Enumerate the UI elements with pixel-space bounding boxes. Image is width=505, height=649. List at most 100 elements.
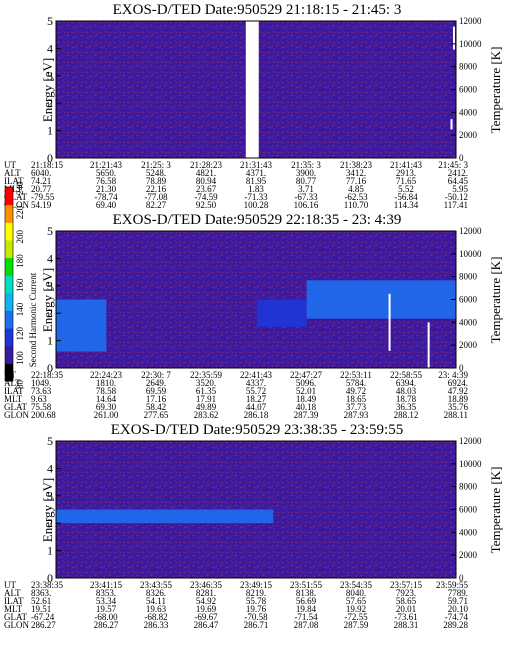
table-cell: 23:46:35 — [190, 580, 223, 590]
table-cell: 19.69 — [196, 604, 217, 614]
table-cell: 14.64 — [96, 394, 117, 404]
table-cell: 53.34 — [96, 596, 117, 606]
table-cell: 22:53:11 — [340, 370, 372, 380]
table-row-label: GLAT — [4, 612, 27, 622]
table-cell: 80.77 — [296, 176, 317, 186]
table-cell: 23:59:55 — [436, 580, 469, 590]
table-row-label: UT — [4, 160, 16, 170]
table-cell: 22:41:43 — [240, 370, 273, 380]
table-cell: 19.76 — [246, 604, 267, 614]
table-cell: 78.89 — [146, 176, 167, 186]
table-cell: 1049. — [31, 378, 51, 388]
colorbar-swatch — [5, 363, 13, 382]
y2-tick-label: 10000 — [459, 459, 482, 469]
table-cell: 4.85 — [348, 184, 364, 194]
colorbar-tick-label: 200 — [15, 230, 25, 244]
panel-2-bands — [56, 280, 456, 352]
table-cell: 22:47:27 — [290, 370, 323, 380]
table-cell: 2649. — [146, 378, 166, 388]
table-cell: 54.92 — [196, 596, 216, 606]
table-cell: 17.16 — [146, 394, 167, 404]
panel-2-title: EXOS-D/TED Date:950529 22:18:35 - 23: 4:… — [113, 212, 402, 228]
table-cell: 3520. — [196, 378, 216, 388]
y-tick-label: 0 — [47, 361, 53, 375]
colorbar-swatch — [5, 239, 13, 259]
table-cell: 19.63 — [146, 604, 167, 614]
table-cell: 6394. — [396, 378, 416, 388]
table-cell: 286.33 — [144, 620, 169, 630]
table-row-label: ALT — [4, 378, 21, 388]
panel-3-y2-label: Temperature [K] — [488, 467, 503, 554]
table-cell: 8281. — [196, 588, 216, 598]
y-tick-label: 0 — [47, 151, 53, 165]
table-cell: 71.65 — [396, 176, 417, 186]
table-cell: 18.65 — [346, 394, 367, 404]
y2-tick-label: 8000 — [459, 272, 478, 282]
table-cell: 287.39 — [294, 410, 319, 420]
table-cell: 288.11 — [444, 410, 468, 420]
table-cell: 23.67 — [196, 184, 217, 194]
table-cell: 2412. — [448, 168, 468, 178]
y-tick-label: 0 — [47, 571, 53, 585]
table-row-label: ILAT — [4, 596, 24, 606]
table-cell: 286.71 — [244, 620, 269, 630]
colorbar-tick-label: 80 — [15, 380, 25, 390]
table-cell: 6040. — [31, 168, 51, 178]
y-tick-label: 5 — [47, 224, 53, 238]
y2-tick-label: 10000 — [459, 249, 482, 259]
table-cell: 54.19 — [31, 200, 52, 210]
y2-tick-label: 2000 — [459, 550, 478, 560]
table-row-label: GLAT — [4, 192, 27, 202]
table-cell: 4371. — [246, 168, 266, 178]
table-row-label: GLON — [4, 410, 29, 420]
y-tick-label: 5 — [47, 14, 53, 28]
table-cell: 35.76 — [448, 402, 469, 412]
table-cell: 5784. — [346, 378, 366, 388]
y2-tick-label: 0 — [459, 573, 464, 583]
table-cell: 52.61 — [31, 596, 51, 606]
table-cell: 81.95 — [246, 176, 267, 186]
panel-3-ephemeris-table: UT 23:38:35 23:41:15 23:43:55 23:46:35 23:49:… — [4, 580, 469, 630]
table-cell: 58.42 — [146, 402, 166, 412]
table-cell: 22:18:35 — [31, 370, 64, 380]
table-cell: 73.63 — [31, 386, 52, 396]
table-cell: 289.28 — [443, 620, 468, 630]
table-cell: 9.63 — [31, 394, 47, 404]
table-cell: 20.10 — [448, 604, 469, 614]
table-cell: 286.27 — [31, 620, 56, 630]
table-cell: 7789. — [448, 588, 468, 598]
panel-2-marks — [388, 293, 430, 368]
table-cell: 21:45: 3 — [438, 160, 468, 170]
table-cell: 23:43:55 — [140, 580, 173, 590]
table-cell: 23:57:15 — [390, 580, 423, 590]
table-cell: 200.68 — [31, 410, 56, 420]
table-cell: -71.33 — [244, 192, 268, 202]
y-tick-label: 1 — [47, 334, 53, 348]
table-cell: 61.35 — [196, 386, 217, 396]
table-cell: 22:30: 7 — [141, 370, 171, 380]
table-cell: 75.58 — [31, 402, 52, 412]
colorbar-frame — [4, 186, 14, 382]
table-cell: -78.74 — [94, 192, 118, 202]
colorbar-swatch — [5, 345, 13, 364]
table-row-label: ALT — [4, 588, 21, 598]
table-cell: 286.47 — [194, 620, 219, 630]
table-cell: 117.41 — [444, 200, 468, 210]
table-cell: 288.12 — [394, 410, 419, 420]
table-cell: 114.34 — [394, 200, 419, 210]
table-cell: 69.30 — [96, 402, 117, 412]
table-cell: 20.01 — [396, 604, 416, 614]
table-cell: 21:25: 3 — [141, 160, 171, 170]
table-cell: 55.72 — [246, 386, 266, 396]
table-cell: 20.77 — [31, 184, 52, 194]
data-gap — [245, 21, 259, 158]
table-cell: 21:35: 3 — [291, 160, 321, 170]
y-tick-label: 3 — [47, 279, 53, 293]
table-row-label: MLT — [4, 394, 23, 404]
table-cell: 8353. — [96, 588, 116, 598]
table-cell: 40.18 — [296, 402, 317, 412]
table-cell: 52.01 — [296, 386, 316, 396]
y-tick-label: 2 — [47, 516, 53, 530]
table-cell: 21:31:43 — [240, 160, 273, 170]
